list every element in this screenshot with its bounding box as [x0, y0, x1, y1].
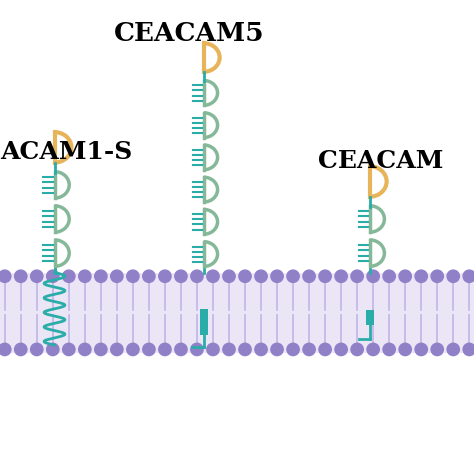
Circle shape [46, 343, 59, 356]
Circle shape [255, 343, 267, 356]
Circle shape [207, 343, 219, 356]
Circle shape [0, 270, 11, 283]
Circle shape [367, 270, 379, 283]
Text: CEACAM: CEACAM [318, 149, 443, 173]
Circle shape [287, 343, 299, 356]
Circle shape [223, 343, 235, 356]
Circle shape [383, 343, 395, 356]
Circle shape [15, 270, 27, 283]
Circle shape [415, 270, 428, 283]
Circle shape [399, 270, 411, 283]
Circle shape [303, 270, 315, 283]
Circle shape [303, 343, 315, 356]
Circle shape [399, 343, 411, 356]
Circle shape [191, 270, 203, 283]
Circle shape [127, 343, 139, 356]
Circle shape [127, 270, 139, 283]
Circle shape [223, 270, 235, 283]
Bar [0, 273, 474, 353]
Circle shape [367, 343, 379, 356]
Circle shape [79, 343, 91, 356]
Circle shape [351, 270, 363, 283]
Circle shape [95, 343, 107, 356]
Bar [200, 309, 208, 335]
Circle shape [415, 343, 428, 356]
Text: CEACAM5: CEACAM5 [114, 21, 264, 46]
Circle shape [335, 270, 347, 283]
Circle shape [271, 270, 283, 283]
Circle shape [31, 343, 43, 356]
Circle shape [319, 343, 331, 356]
Circle shape [239, 343, 251, 356]
Circle shape [63, 270, 75, 283]
Circle shape [63, 343, 75, 356]
Circle shape [271, 343, 283, 356]
Circle shape [31, 270, 43, 283]
Circle shape [111, 343, 123, 356]
Circle shape [79, 270, 91, 283]
Circle shape [207, 270, 219, 283]
Circle shape [111, 270, 123, 283]
Circle shape [463, 270, 474, 283]
Circle shape [143, 343, 155, 356]
Circle shape [159, 343, 171, 356]
Circle shape [447, 270, 459, 283]
Circle shape [46, 270, 59, 283]
Circle shape [287, 270, 299, 283]
Circle shape [383, 270, 395, 283]
Circle shape [431, 343, 443, 356]
Circle shape [95, 270, 107, 283]
Circle shape [191, 343, 203, 356]
Circle shape [335, 343, 347, 356]
Circle shape [447, 343, 459, 356]
Circle shape [143, 270, 155, 283]
Text: ACAM1-S: ACAM1-S [0, 140, 132, 164]
Circle shape [239, 270, 251, 283]
Circle shape [431, 270, 443, 283]
Circle shape [255, 270, 267, 283]
Circle shape [159, 270, 171, 283]
Circle shape [351, 343, 363, 356]
Circle shape [175, 343, 187, 356]
Circle shape [0, 343, 11, 356]
Circle shape [463, 343, 474, 356]
Circle shape [15, 343, 27, 356]
Circle shape [319, 270, 331, 283]
Circle shape [175, 270, 187, 283]
Bar [366, 310, 374, 325]
